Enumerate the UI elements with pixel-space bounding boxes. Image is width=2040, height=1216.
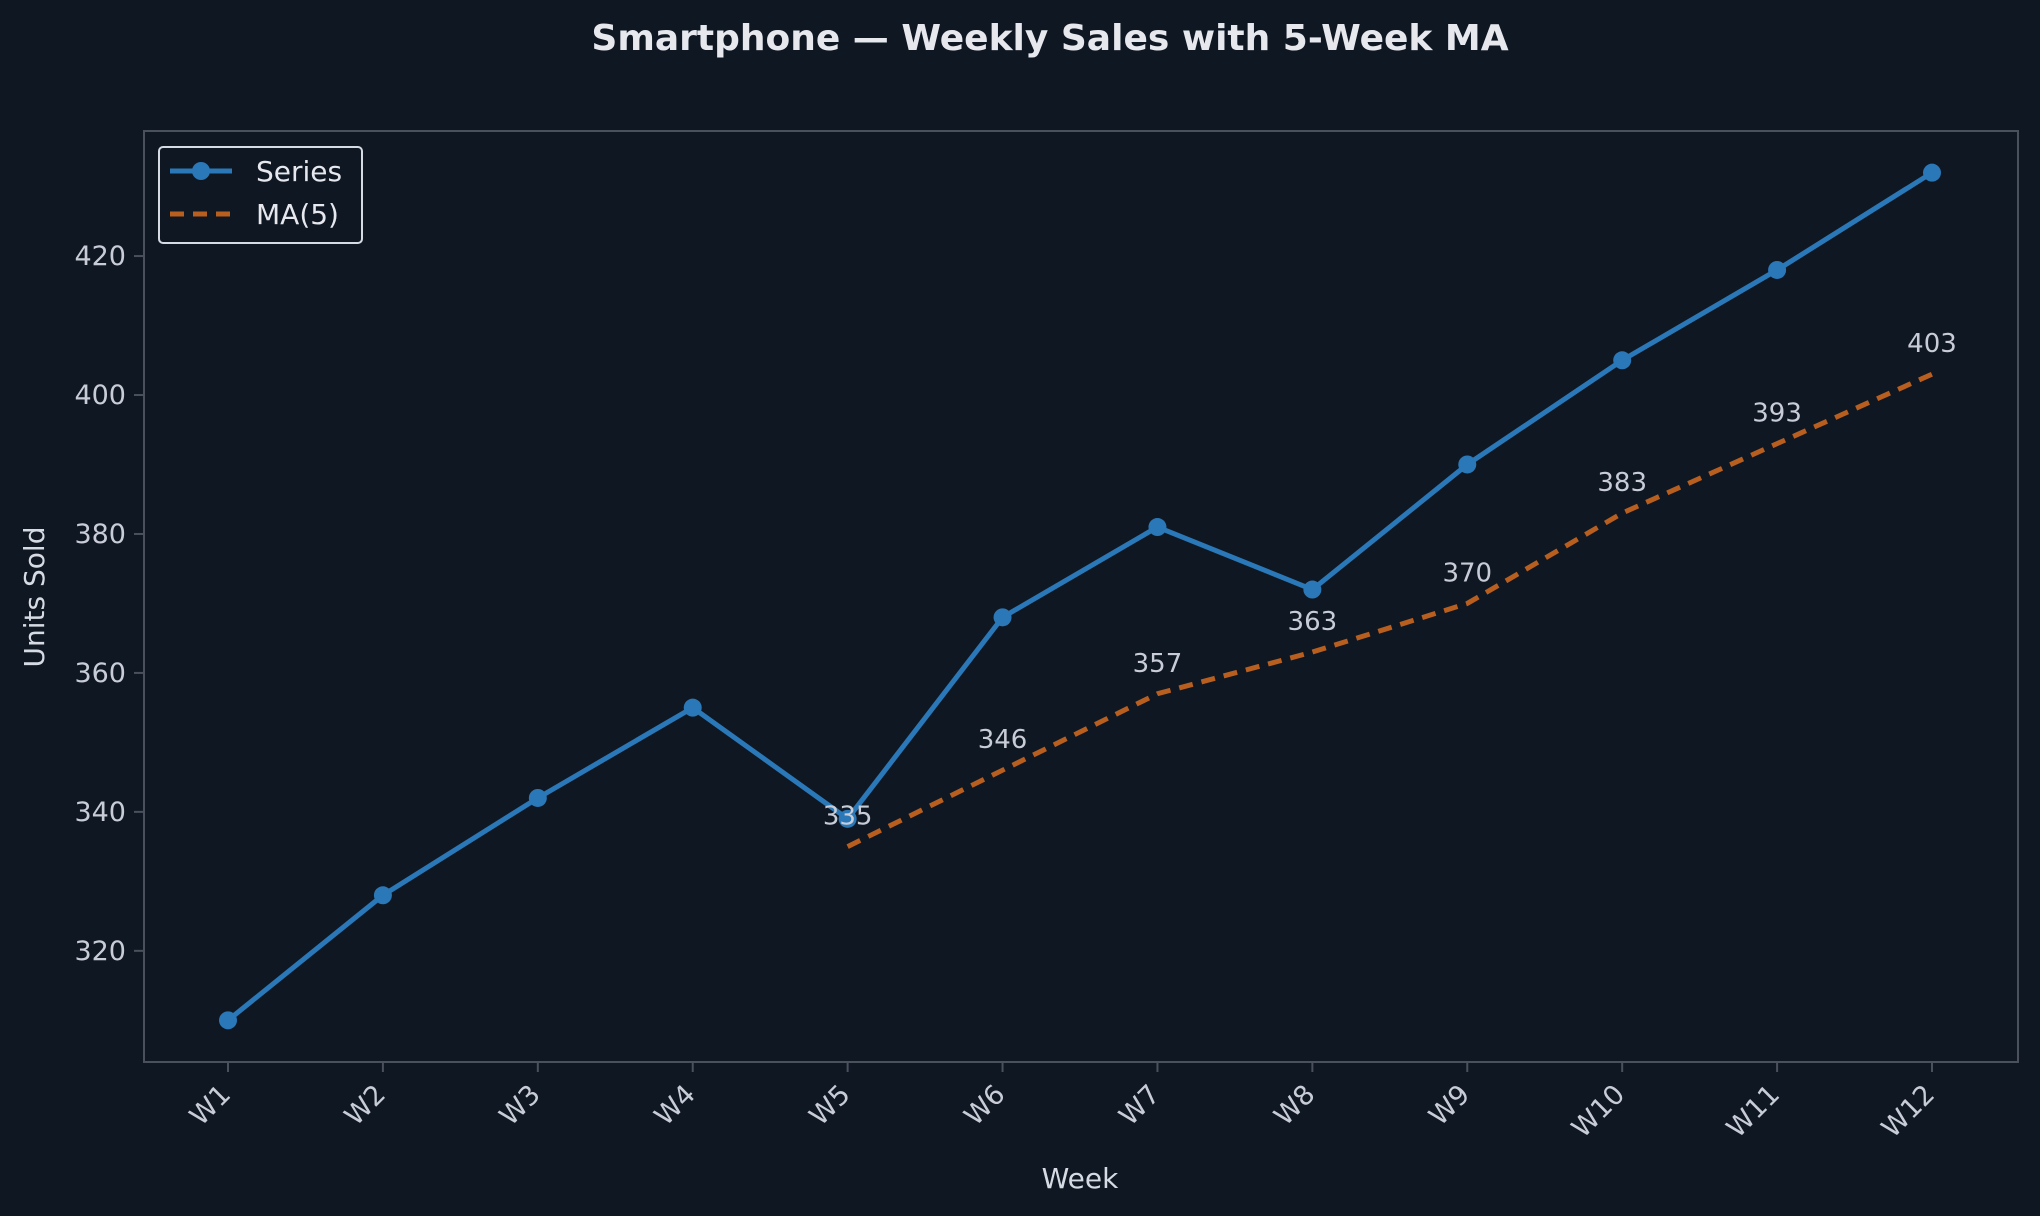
ma-data-label: 335 (823, 802, 873, 832)
ma-data-label: 357 (1133, 649, 1183, 679)
ma-data-label: 383 (1597, 468, 1647, 498)
legend: Series MA(5) (158, 146, 363, 244)
y-tick-label: 420 (74, 241, 126, 272)
legend-label-series: Series (256, 155, 342, 188)
plot-area-frame (143, 130, 2019, 1063)
ma-data-label: 346 (978, 725, 1028, 755)
y-axis: 320 340 360 380 400 420 (74, 241, 144, 967)
legend-series-marker (192, 162, 210, 180)
series-point (1923, 163, 1941, 182)
y-tick-label: 340 (74, 797, 126, 828)
series-point (838, 809, 857, 828)
y-tick-label: 400 (74, 380, 126, 411)
ma-data-label: 403 (1907, 329, 1957, 359)
x-axis-label: Week (1042, 1162, 1119, 1195)
series-line (226, 170, 1934, 1023)
y-tick-label: 320 (74, 936, 126, 967)
series-point (373, 886, 392, 905)
series-point (1613, 351, 1632, 370)
series-point (993, 608, 1012, 627)
series-point (683, 698, 702, 717)
ma-data-label: 363 (1288, 607, 1338, 637)
y-tick-label: 380 (74, 519, 126, 550)
series-point (1458, 455, 1477, 474)
series-point (1768, 260, 1787, 279)
data-labels: 335 346 357 363 370 383 393 403 (823, 329, 1957, 831)
y-tick-label: 360 (74, 658, 126, 689)
series-point (1303, 580, 1322, 599)
ma-line (846, 371, 1934, 849)
series-layer (219, 163, 1941, 1030)
series-point (1148, 518, 1167, 537)
series-point (528, 788, 547, 807)
legend-label-ma: MA(5) (256, 198, 339, 231)
y-axis-label: Units Sold (18, 527, 51, 668)
ma-data-label: 393 (1752, 399, 1802, 429)
series-point (219, 1011, 237, 1030)
chart-title: Smartphone — Weekly Sales with 5-Week MA (591, 18, 1508, 59)
ma-data-label: 370 (1442, 558, 1492, 588)
